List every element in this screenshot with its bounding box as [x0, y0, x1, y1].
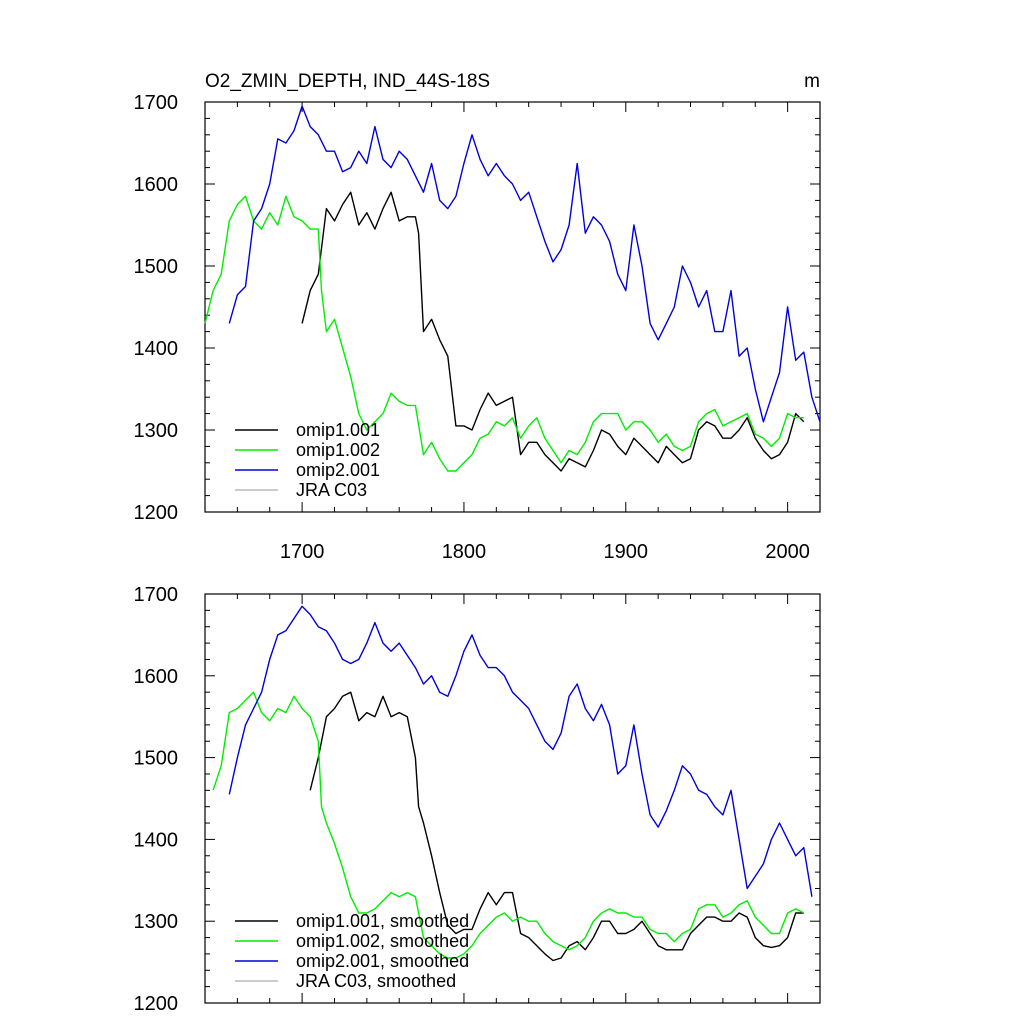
- legend-label: JRA C03: [296, 480, 367, 500]
- y-tick-label: 1600: [134, 666, 179, 688]
- y-tick-label: 1200: [134, 502, 179, 524]
- legend-label: omip1.001: [296, 420, 380, 440]
- y-tick-label: 1300: [134, 911, 179, 933]
- y-tick-label: 1500: [134, 256, 179, 278]
- units-label: m: [804, 71, 820, 92]
- y-tick-label: 1400: [134, 338, 179, 360]
- series-line-omip1-001-smoothed: [309, 691, 804, 962]
- y-tick-label: 1600: [134, 174, 179, 196]
- legend-label: omip1.002: [296, 440, 380, 460]
- series-line-omip1-002: [204, 195, 804, 472]
- x-axis-top: 1700 1800 1900 2000: [204, 102, 821, 563]
- series-lines-top: [204, 105, 821, 472]
- series-lines-bottom: [212, 605, 813, 962]
- top-panel: 1200 1300 1400 1500 1600 1700 1700 1800 1900 200…: [134, 92, 821, 563]
- y-tick-label: 1500: [134, 748, 179, 770]
- chart-title: O2_ZMIN_DEPTH, IND_44S-18S: [205, 71, 490, 92]
- legend-label: omip2.001: [296, 460, 380, 480]
- y-axis-bottom: 1200 1300 1400 1500 1600 1700: [134, 584, 820, 1015]
- legend-label: omip1.001, smoothed: [296, 911, 469, 931]
- series-line-omip2-001: [228, 105, 821, 423]
- x-tick-label: 2000: [765, 541, 810, 563]
- y-axis-top: 1200 1300 1400 1500 1600 1700: [134, 92, 820, 524]
- bottom-panel: 1200 1300 1400 1500 1600 1700 omip1.001, smoo…: [134, 584, 821, 1015]
- y-tick-label: 1200: [134, 993, 179, 1015]
- series-line-omip1-002-smoothed: [212, 691, 805, 959]
- series-line-omip1-001: [301, 191, 805, 472]
- x-axis-bottom: [204, 594, 821, 1003]
- plot-frame-bottom: [204, 593, 821, 1004]
- y-tick-label: 1300: [134, 420, 179, 442]
- series-line-omip2-001-smoothed: [228, 605, 813, 897]
- x-tick-label: 1700: [280, 541, 325, 563]
- y-tick-label: 1400: [134, 829, 179, 851]
- legend-label: omip1.002, smoothed: [296, 931, 469, 951]
- legend-label: omip2.001, smoothed: [296, 951, 469, 971]
- y-tick-label: 1700: [134, 92, 179, 114]
- y-tick-label: 1700: [134, 584, 179, 606]
- legend-label: JRA C03, smoothed: [296, 971, 456, 991]
- x-tick-label: 1800: [442, 541, 487, 563]
- x-tick-label: 1900: [604, 541, 649, 563]
- plot-frame-top: [204, 101, 821, 513]
